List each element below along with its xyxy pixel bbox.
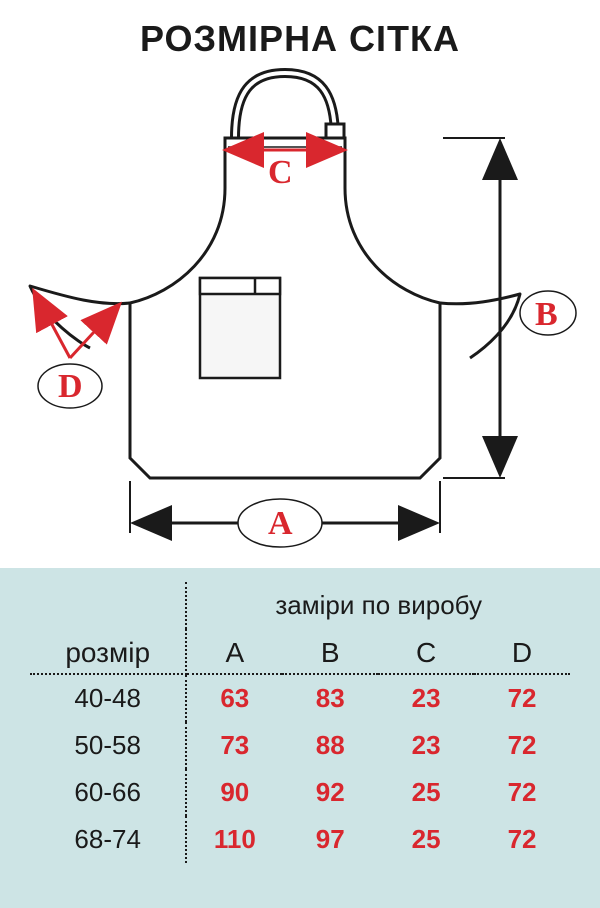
value-cell: 25	[378, 816, 474, 863]
col-a: A	[186, 629, 282, 674]
value-cell: 72	[474, 674, 570, 722]
size-header: розмір	[30, 629, 186, 674]
dim-label-d: D	[58, 368, 83, 406]
value-cell: 73	[186, 722, 282, 769]
dim-label-a: A	[268, 505, 293, 543]
table-row: 50-58 73 88 23 72	[30, 722, 570, 769]
size-cell: 68-74	[30, 816, 186, 863]
dim-label-c: C	[268, 154, 293, 192]
size-cell: 60-66	[30, 769, 186, 816]
value-cell: 72	[474, 722, 570, 769]
value-cell: 92	[282, 769, 378, 816]
table-row: 60-66 90 92 25 72	[30, 769, 570, 816]
value-cell: 88	[282, 722, 378, 769]
value-cell: 23	[378, 674, 474, 722]
col-b: B	[282, 629, 378, 674]
measure-header: заміри по виробу	[186, 582, 570, 629]
size-cell: 40-48	[30, 674, 186, 722]
size-table: заміри по виробу розмір A B C D 40-48 63…	[0, 568, 600, 908]
value-cell: 25	[378, 769, 474, 816]
col-c: C	[378, 629, 474, 674]
page-title: РОЗМІРНА СІТКА	[0, 0, 600, 68]
col-d: D	[474, 629, 570, 674]
apron-diagram: C B A D	[0, 68, 600, 568]
dim-label-b: B	[535, 296, 558, 334]
table-row: 40-48 63 83 23 72	[30, 674, 570, 722]
value-cell: 72	[474, 816, 570, 863]
value-cell: 90	[186, 769, 282, 816]
value-cell: 23	[378, 722, 474, 769]
value-cell: 72	[474, 769, 570, 816]
value-cell: 110	[186, 816, 282, 863]
table-row: 68-74 110 97 25 72	[30, 816, 570, 863]
value-cell: 97	[282, 816, 378, 863]
value-cell: 63	[186, 674, 282, 722]
size-cell: 50-58	[30, 722, 186, 769]
value-cell: 83	[282, 674, 378, 722]
